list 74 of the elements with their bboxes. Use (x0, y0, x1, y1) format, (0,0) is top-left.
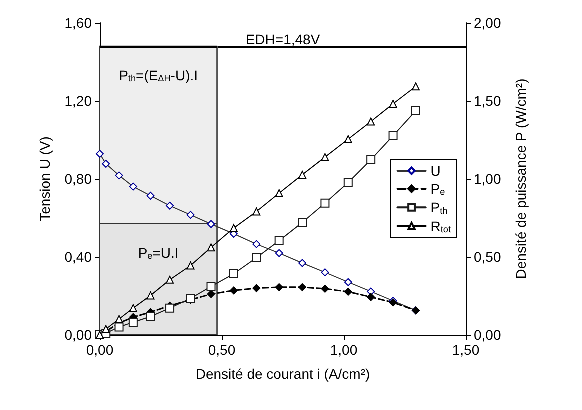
point (252, 240, 261, 248)
y2-tick-label: 1,00 (474, 171, 502, 187)
point (166, 276, 174, 284)
point (166, 202, 174, 210)
x-tick-label: 0,00 (86, 342, 114, 358)
point (146, 312, 156, 322)
y-tick-label: 0,40 (64, 249, 92, 265)
legend-label: Pe (430, 181, 446, 198)
point (206, 282, 216, 292)
point (229, 270, 238, 279)
point (146, 292, 155, 300)
point (344, 278, 352, 286)
y2-tick-label: 2,00 (474, 15, 502, 31)
y2-axis-title: Densité de puissance P (W/cm²) (513, 78, 529, 280)
point (274, 236, 284, 246)
point (114, 322, 124, 332)
x-axis-title: Densité de courant i (A/cm²) (196, 366, 370, 382)
point (207, 220, 216, 228)
x-tick-label: 1,50 (452, 342, 480, 358)
point (344, 135, 352, 144)
point (320, 198, 330, 208)
point (275, 283, 284, 292)
point (252, 208, 261, 216)
x-tick-label: 1,00 (330, 342, 358, 358)
point (102, 325, 110, 334)
point (166, 304, 175, 313)
y-tick-label: 0,00 (64, 327, 92, 343)
point (298, 283, 307, 292)
point (129, 304, 138, 312)
point (412, 82, 420, 91)
y2-tick-label: 0,00 (474, 327, 502, 343)
point (275, 249, 284, 258)
ref-line-label: EDH=1,48V (246, 31, 321, 48)
y2-tick-label: 0,50 (474, 249, 502, 265)
point (146, 192, 155, 200)
point (321, 268, 330, 277)
y-axis-title: Tension U (V) (37, 136, 53, 222)
point (389, 100, 398, 108)
point (366, 155, 376, 164)
point (115, 172, 124, 180)
point (186, 262, 195, 270)
point (96, 150, 104, 158)
point (344, 288, 352, 296)
point (115, 315, 124, 324)
band-label: Pth=(EΔH-U).I (119, 68, 198, 84)
point (230, 286, 238, 295)
point (207, 244, 216, 252)
point (367, 293, 376, 302)
y-tick-label: 1,20 (64, 93, 92, 109)
point (230, 224, 238, 232)
point (129, 182, 138, 191)
point (252, 284, 261, 292)
point (298, 170, 307, 179)
point (207, 290, 216, 298)
point (275, 189, 284, 198)
y-tick-label: 0,80 (64, 171, 92, 187)
point (186, 211, 195, 220)
point (321, 284, 330, 293)
y-tick-label: 1,60 (64, 15, 92, 31)
point (298, 218, 308, 228)
y2-tick-label: 1,50 (474, 93, 502, 109)
legend-label: U (430, 163, 441, 179)
point (298, 259, 307, 268)
legend-label: Rtot (430, 218, 452, 234)
point (367, 118, 376, 126)
point (128, 318, 138, 328)
legend-label: Pth (430, 200, 448, 216)
point (344, 178, 353, 188)
point (252, 253, 262, 262)
point (388, 131, 398, 140)
point (321, 153, 330, 162)
x-tick-label: 0,50 (208, 342, 236, 358)
point (102, 160, 110, 168)
band-label: Pe=U.I (138, 245, 179, 262)
